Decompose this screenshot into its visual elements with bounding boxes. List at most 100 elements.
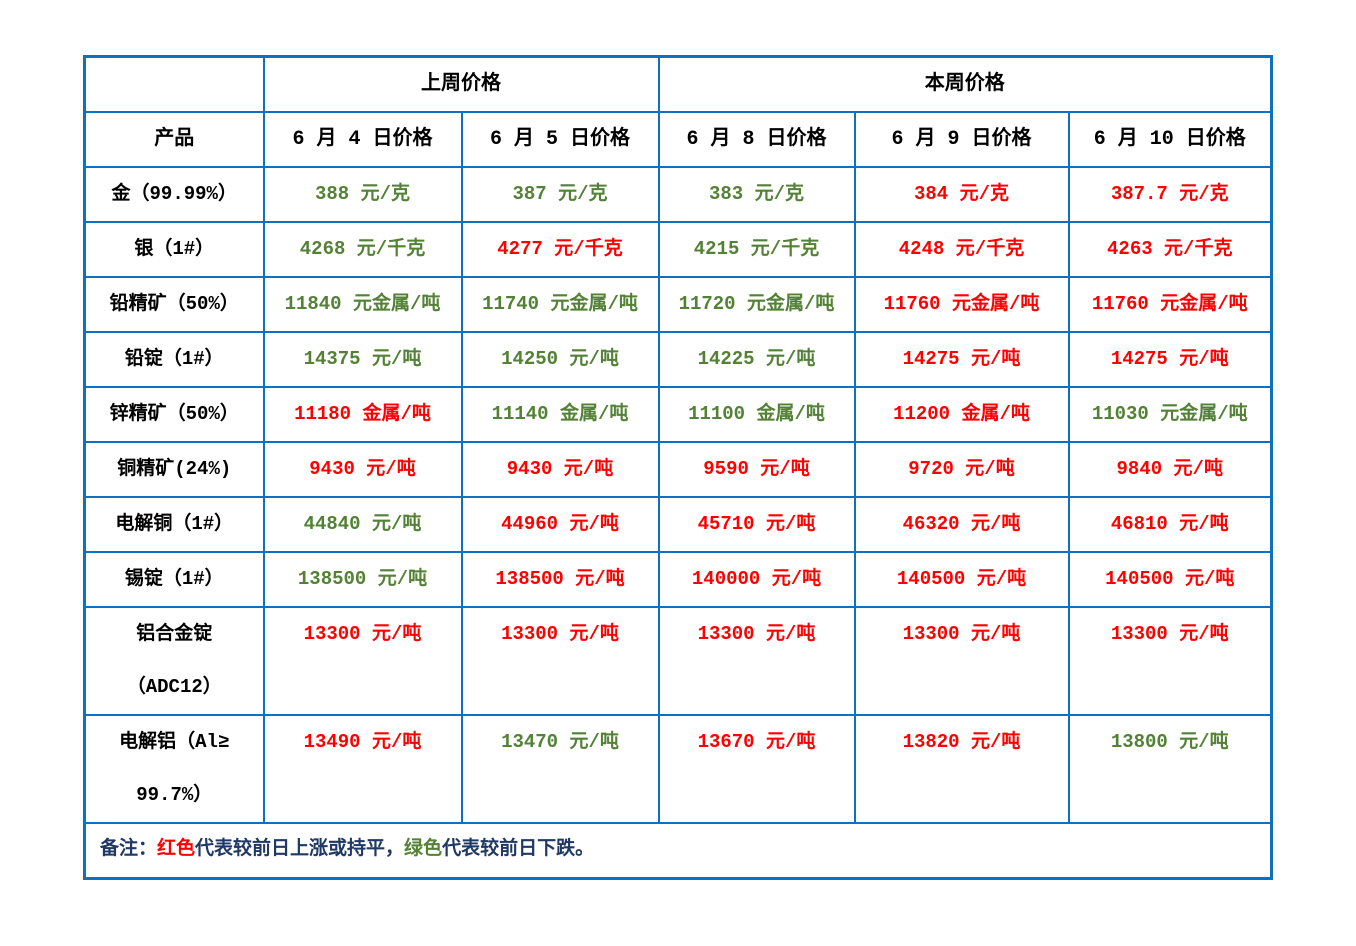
product-label-line: 锡锭（1#）	[124, 568, 224, 590]
price-cell: 46320 元/吨	[853, 496, 1070, 553]
price-table-body: 金（99.99%） 388 元/克 387 元/克 383 元/克 384 元/克 387…	[83, 166, 1273, 824]
price-cell: 44840 元/吨	[262, 496, 463, 553]
table-row: 电解铜（1#） 44840 元/吨 44960 元/吨 45710 元/吨 46320 …	[83, 496, 1273, 553]
price-cell: 45710 元/吨	[657, 496, 856, 553]
price-cell: 13800 元/吨	[1067, 714, 1273, 824]
price-cell: 13300 元/吨	[262, 606, 463, 716]
price-cell: 13300 元/吨	[657, 606, 856, 716]
product-cell: 电解铝（Al≥ 99.7%）	[83, 714, 265, 824]
product-header: 产品	[83, 111, 265, 168]
price-cell: 384 元/克	[853, 166, 1070, 223]
table-footer: 备注：红色代表较前日上涨或持平，绿色代表较前日下跌。	[83, 822, 1273, 879]
price-cell: 11030 元金属/吨	[1067, 386, 1273, 443]
price-cell: 11740 元金属/吨	[460, 276, 660, 333]
product-cell: 铅锭（1#）	[83, 331, 265, 388]
price-cell: 11760 元金属/吨	[1067, 276, 1273, 333]
product-label-line: 电解铜（1#）	[115, 513, 234, 535]
product-cell: 锡锭（1#）	[83, 551, 265, 608]
table-row: 铝合金锭 （ADC12） 13300 元/吨 13300 元/吨 13300 元/吨 13…	[83, 606, 1273, 716]
note-row: 备注：红色代表较前日上涨或持平，绿色代表较前日下跌。	[83, 822, 1273, 879]
product-cell: 铅精矿（50%）	[83, 276, 265, 333]
product-cell: 铝合金锭 （ADC12）	[83, 606, 265, 716]
price-cell: 13490 元/吨	[262, 714, 463, 824]
price-cell: 11840 元金属/吨	[262, 276, 463, 333]
date-header: 6 月 8 日价格	[657, 111, 856, 168]
product-cell: 铜精矿(24%)	[83, 441, 265, 498]
price-table: 上周价格 本周价格 产品 6 月 4 日价格 6 月 5 日价格 6 月 8 日…	[83, 55, 1273, 880]
price-cell: 9430 元/吨	[262, 441, 463, 498]
price-cell: 11180 金属/吨	[262, 386, 463, 443]
price-cell: 13670 元/吨	[657, 714, 856, 824]
price-cell: 14250 元/吨	[460, 331, 660, 388]
date-header-row: 产品 6 月 4 日价格 6 月 5 日价格 6 月 8 日价格 6 月 9 日…	[83, 111, 1273, 168]
price-cell: 14275 元/吨	[1067, 331, 1273, 388]
price-cell: 13300 元/吨	[1067, 606, 1273, 716]
price-cell: 9430 元/吨	[460, 441, 660, 498]
table-row: 银（1#） 4268 元/千克 4277 元/千克 4215 元/千克 4248 元/千…	[83, 221, 1273, 278]
price-cell: 4268 元/千克	[262, 221, 463, 278]
price-cell: 387.7 元/克	[1067, 166, 1273, 223]
price-cell: 11140 金属/吨	[460, 386, 660, 443]
price-cell: 14225 元/吨	[657, 331, 856, 388]
price-cell: 4248 元/千克	[853, 221, 1070, 278]
price-cell: 44960 元/吨	[460, 496, 660, 553]
note-segment: 备注：	[100, 838, 158, 860]
table-row: 电解铝（Al≥ 99.7%） 13490 元/吨 13470 元/吨 13670 元/吨…	[83, 714, 1273, 824]
product-label-line: 电解铝（Al≥	[119, 731, 230, 753]
price-cell: 11720 元金属/吨	[657, 276, 856, 333]
price-cell: 13300 元/吨	[853, 606, 1070, 716]
product-label-line: 铅精矿（50%）	[109, 293, 239, 315]
price-cell: 14275 元/吨	[853, 331, 1070, 388]
week-group-row: 上周价格 本周价格	[83, 55, 1273, 113]
price-cell: 4215 元/千克	[657, 221, 856, 278]
price-cell: 46810 元/吨	[1067, 496, 1273, 553]
product-label-line: （ADC12）	[126, 676, 222, 698]
this-week-header: 本周价格	[657, 55, 1273, 113]
price-cell: 9590 元/吨	[657, 441, 856, 498]
table-row: 金（99.99%） 388 元/克 387 元/克 383 元/克 384 元/克 387…	[83, 166, 1273, 223]
price-cell: 13820 元/吨	[853, 714, 1070, 824]
price-cell: 383 元/克	[657, 166, 856, 223]
product-cell: 电解铜（1#）	[83, 496, 265, 553]
product-label-line: 铝合金锭	[136, 623, 213, 645]
price-cell: 9720 元/吨	[853, 441, 1070, 498]
note-segment: 红色	[157, 838, 196, 860]
note-segment: 代表较前日下跌。	[442, 838, 595, 860]
price-cell: 140000 元/吨	[657, 551, 856, 608]
price-cell: 11200 金属/吨	[853, 386, 1070, 443]
price-cell: 11100 金属/吨	[657, 386, 856, 443]
table-row: 铅精矿（50%） 11840 元金属/吨 11740 元金属/吨 11720 元金属/…	[83, 276, 1273, 333]
price-cell: 14375 元/吨	[262, 331, 463, 388]
price-cell: 13470 元/吨	[460, 714, 660, 824]
price-cell: 4263 元/千克	[1067, 221, 1273, 278]
price-cell: 11760 元金属/吨	[853, 276, 1070, 333]
product-cell: 锌精矿（50%）	[83, 386, 265, 443]
date-header: 6 月 5 日价格	[460, 111, 660, 168]
last-week-header: 上周价格	[262, 55, 660, 113]
product-label-line: 铅锭（1#）	[124, 348, 224, 370]
price-cell: 9840 元/吨	[1067, 441, 1273, 498]
price-cell: 4277 元/千克	[460, 221, 660, 278]
price-cell: 140500 元/吨	[1067, 551, 1273, 608]
date-header: 6 月 10 日价格	[1067, 111, 1273, 168]
product-label-line: 金（99.99%）	[111, 183, 237, 205]
table-row: 铜精矿(24%) 9430 元/吨 9430 元/吨 9590 元/吨 9720 元/吨…	[83, 441, 1273, 498]
note-segment: 代表较前日上涨或持平，	[195, 838, 405, 860]
table-header: 上周价格 本周价格 产品 6 月 4 日价格 6 月 5 日价格 6 月 8 日…	[83, 55, 1273, 168]
corner-cell	[83, 55, 265, 113]
price-cell: 13300 元/吨	[460, 606, 660, 716]
product-label-line: 银（1#）	[134, 238, 215, 260]
product-label-line: 99.7%）	[136, 784, 213, 806]
price-cell: 138500 元/吨	[262, 551, 463, 608]
note-segment: 绿色	[404, 838, 443, 860]
table-row: 铅锭（1#） 14375 元/吨 14250 元/吨 14225 元/吨 14275 元…	[83, 331, 1273, 388]
price-cell: 388 元/克	[262, 166, 463, 223]
price-cell: 140500 元/吨	[853, 551, 1070, 608]
note-legend: 备注：红色代表较前日上涨或持平，绿色代表较前日下跌。	[83, 822, 1273, 879]
product-cell: 金（99.99%）	[83, 166, 265, 223]
product-cell: 银（1#）	[83, 221, 265, 278]
product-label-line: 铜精矿(24%)	[117, 458, 232, 480]
date-header: 6 月 4 日价格	[262, 111, 463, 168]
price-cell: 387 元/克	[460, 166, 660, 223]
